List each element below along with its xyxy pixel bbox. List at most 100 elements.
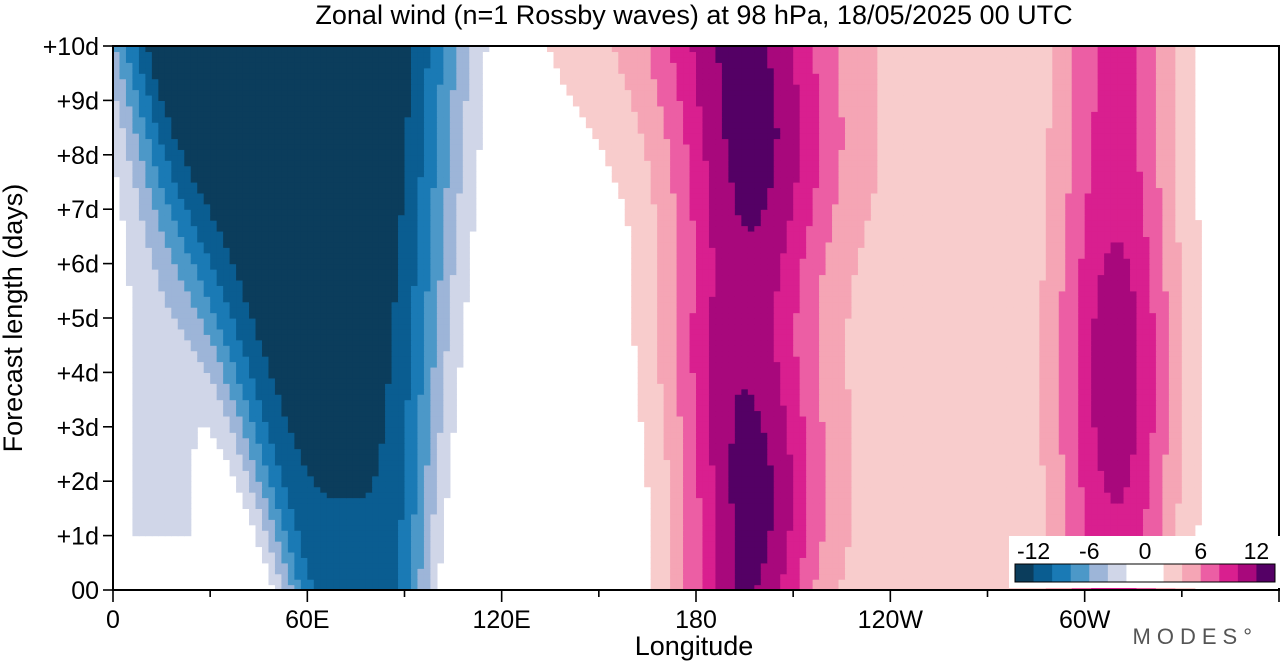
- contour-cell: [670, 432, 678, 439]
- contour-cell: [385, 432, 393, 439]
- contour-cell: [1071, 470, 1079, 477]
- contour-cell: [1110, 421, 1118, 428]
- contour-cell: [1110, 443, 1118, 450]
- contour-cell: [955, 372, 963, 379]
- contour-cell: [1000, 405, 1008, 412]
- contour-cell: [385, 579, 393, 586]
- contour-cell: [365, 383, 373, 390]
- contour-cell: [1013, 377, 1021, 384]
- contour-cell: [942, 421, 950, 428]
- contour-cell: [767, 394, 775, 401]
- contour-cell: [929, 524, 937, 531]
- contour-cell: [780, 459, 788, 466]
- contour-cell: [1006, 388, 1015, 395]
- contour-cell: [948, 464, 956, 471]
- contour-cell: [767, 426, 775, 433]
- contour-cell: [760, 432, 768, 439]
- contour-cell: [747, 579, 755, 586]
- contour-cell: [372, 497, 380, 504]
- contour-cell: [819, 426, 827, 433]
- contour-cell: [786, 508, 794, 515]
- contour-cell: [676, 426, 684, 433]
- contour-cell: [346, 541, 354, 548]
- contour-cell: [696, 448, 704, 455]
- contour-cell: [229, 372, 237, 379]
- contour-cell: [786, 502, 794, 509]
- contour-cell: [1168, 475, 1176, 482]
- contour-cell: [974, 524, 982, 531]
- contour-cell: [696, 557, 704, 564]
- contour-cell: [333, 573, 341, 580]
- contour-cell: [747, 421, 755, 428]
- contour-cell: [287, 579, 295, 586]
- contour-cell: [773, 410, 781, 417]
- contour-cell: [423, 492, 432, 499]
- contour-cell: [216, 388, 224, 395]
- contour-cell: [1032, 448, 1040, 455]
- contour-cell: [242, 410, 250, 417]
- contour-cell: [1032, 492, 1040, 499]
- contour-cell: [754, 383, 762, 390]
- contour-cell: [1117, 530, 1125, 537]
- contour-cell: [696, 388, 704, 395]
- contour-cell: [417, 568, 425, 575]
- contour-cell: [1188, 454, 1196, 461]
- contour-cell: [423, 470, 432, 477]
- contour-cell: [890, 464, 898, 471]
- contour-cell: [747, 502, 755, 509]
- contour-cell: [1130, 459, 1138, 466]
- contour-cell: [1091, 432, 1099, 439]
- contour-cell: [365, 579, 373, 586]
- contour-cell: [190, 426, 198, 433]
- contour-cell: [909, 530, 917, 537]
- contour-cell: [812, 399, 820, 406]
- contour-cell: [819, 481, 827, 488]
- contour-cell: [410, 443, 419, 450]
- contour-cell: [352, 464, 360, 471]
- contour-cell: [313, 464, 321, 471]
- contour-cell: [223, 448, 231, 455]
- contour-cell: [929, 557, 937, 564]
- contour-cell: [786, 388, 794, 395]
- contour-cell: [864, 497, 872, 504]
- contour-cell: [210, 432, 218, 439]
- contour-cell: [346, 481, 354, 488]
- contour-cell: [346, 508, 354, 515]
- contour-cell: [961, 557, 969, 564]
- contour-cell: [138, 410, 146, 417]
- contour-cell: [378, 394, 386, 401]
- contour-cell: [404, 399, 412, 406]
- contour-cell: [903, 519, 911, 526]
- contour-cell: [728, 497, 736, 504]
- contour-cell: [261, 541, 270, 548]
- contour-cell: [1000, 579, 1008, 586]
- contour-cell: [132, 377, 140, 384]
- contour-cell: [929, 470, 937, 477]
- contour-cell: [650, 546, 658, 553]
- contour-cell: [158, 394, 166, 401]
- contour-cell: [326, 486, 334, 493]
- contour-cell: [1123, 459, 1131, 466]
- contour-cell: [819, 551, 827, 558]
- contour-cell: [346, 524, 354, 531]
- contour-cell: [1039, 497, 1047, 504]
- contour-cell: [274, 486, 283, 493]
- contour-cell: [883, 519, 891, 526]
- contour-cell: [378, 546, 386, 553]
- contour-cell: [728, 486, 736, 493]
- contour-cell: [670, 377, 678, 384]
- contour-cell: [734, 475, 742, 482]
- contour-cell: [430, 568, 438, 575]
- contour-cell: [1078, 405, 1086, 412]
- contour-cell: [404, 551, 412, 558]
- contour-cell: [1000, 557, 1008, 564]
- contour-cell: [385, 530, 393, 537]
- contour-cell: [780, 464, 788, 471]
- contour-cell: [961, 562, 969, 569]
- contour-cell: [1032, 524, 1040, 531]
- contour-cell: [313, 584, 321, 590]
- contour-cell: [158, 475, 166, 482]
- contour-cell: [294, 426, 302, 433]
- contour-cell: [294, 530, 302, 537]
- contour-cell: [423, 475, 432, 482]
